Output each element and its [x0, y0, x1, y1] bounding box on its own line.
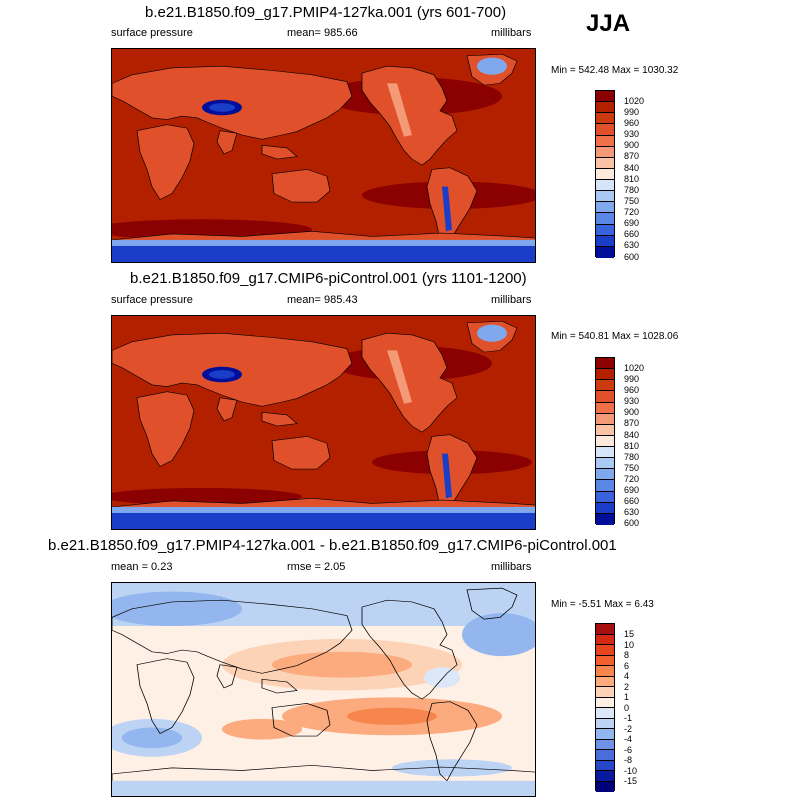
panel-1-level: 750 — [624, 196, 640, 206]
panel-2-level: 990 — [624, 374, 640, 384]
panel-3-level: 15 — [624, 629, 635, 639]
panel-1-level: 1020 — [624, 96, 645, 106]
panel-1-level: 840 — [624, 163, 640, 173]
panel-1-level: 690 — [624, 218, 640, 228]
panel-1-mean: mean= 985.66 — [287, 27, 358, 39]
panel-3-colorbar — [595, 623, 615, 792]
panel-2-level: 900 — [624, 407, 640, 417]
panel-2-title: b.e21.B1850.f09_g17.CMIP6-piControl.001 … — [130, 270, 527, 287]
panel-3-level: -10 — [624, 766, 638, 776]
panel-2-level: 720 — [624, 474, 640, 484]
panel-1-level: 660 — [624, 229, 640, 239]
panel-2-level: 930 — [624, 396, 640, 406]
panel-3-level: 10 — [624, 640, 635, 650]
panel-1-level: 870 — [624, 151, 640, 161]
panel-1-colorbar — [595, 90, 615, 258]
panel-2-level: 870 — [624, 418, 640, 428]
panel-3-level: -8 — [624, 755, 633, 765]
panel-1-level: 900 — [624, 140, 640, 150]
panel-3-minmax: Min = -5.51 Max = 6.43 — [551, 599, 654, 610]
panel-2-level: 810 — [624, 441, 640, 451]
panel-2-level: 840 — [624, 430, 640, 440]
panel-2-units: millibars — [491, 294, 532, 306]
panel-2-level: 600 — [624, 518, 640, 528]
panel-1-level: 810 — [624, 174, 640, 184]
panel-3-level: 4 — [624, 671, 630, 681]
panel-1-level: 930 — [624, 129, 640, 139]
panel-2-map — [111, 315, 536, 530]
panel-2-level: 780 — [624, 452, 640, 462]
panel-2-minmax: Min = 540.81 Max = 1028.06 — [551, 331, 679, 342]
panel-2-level: 1020 — [624, 363, 645, 373]
panel-1-level: 600 — [624, 252, 640, 262]
panel-3-level: 8 — [624, 650, 630, 660]
panel-3-level: -6 — [624, 745, 633, 755]
panel-3-level: -15 — [624, 776, 638, 786]
panel-1-map — [111, 48, 536, 263]
panel-1-minmax: Min = 542.48 Max = 1030.32 — [551, 65, 679, 76]
panel-3-level: -2 — [624, 724, 633, 734]
panel-3-units: millibars — [491, 561, 532, 573]
panel-1-variable: surface pressure — [111, 27, 193, 39]
panel-2-level: 960 — [624, 385, 640, 395]
panel-2-level: 690 — [624, 485, 640, 495]
panel-3-map — [111, 582, 536, 797]
panel-3-title: b.e21.B1850.f09_g17.PMIP4-127ka.001 - b.… — [48, 537, 617, 554]
panel-2-level: 630 — [624, 507, 640, 517]
panel-2-variable: surface pressure — [111, 294, 193, 306]
panel-3-level: 1 — [624, 692, 630, 702]
season-label: JJA — [586, 10, 631, 37]
panel-2-level: 660 — [624, 496, 640, 506]
panel-3-rmse: rmse = 2.05 — [287, 561, 346, 573]
panel-3-level: 6 — [624, 661, 630, 671]
panel-3-level: -4 — [624, 734, 633, 744]
panel-2-colorbar — [595, 357, 615, 525]
panel-1-title: b.e21.B1850.f09_g17.PMIP4-127ka.001 (yrs… — [145, 4, 507, 21]
panel-3-level: 2 — [624, 682, 630, 692]
panel-3-level: 0 — [624, 703, 630, 713]
panel-1-level: 780 — [624, 185, 640, 195]
panel-1-level: 720 — [624, 207, 640, 217]
panel-1-level: 960 — [624, 118, 640, 128]
panel-1-level: 990 — [624, 107, 640, 117]
panel-1-units: millibars — [491, 27, 532, 39]
panel-2-level: 750 — [624, 463, 640, 473]
panel-2-mean: mean= 985.43 — [287, 294, 358, 306]
panel-3-level: -1 — [624, 713, 633, 723]
panel-3-mean: mean = 0.23 — [111, 561, 173, 573]
panel-1-level: 630 — [624, 240, 640, 250]
